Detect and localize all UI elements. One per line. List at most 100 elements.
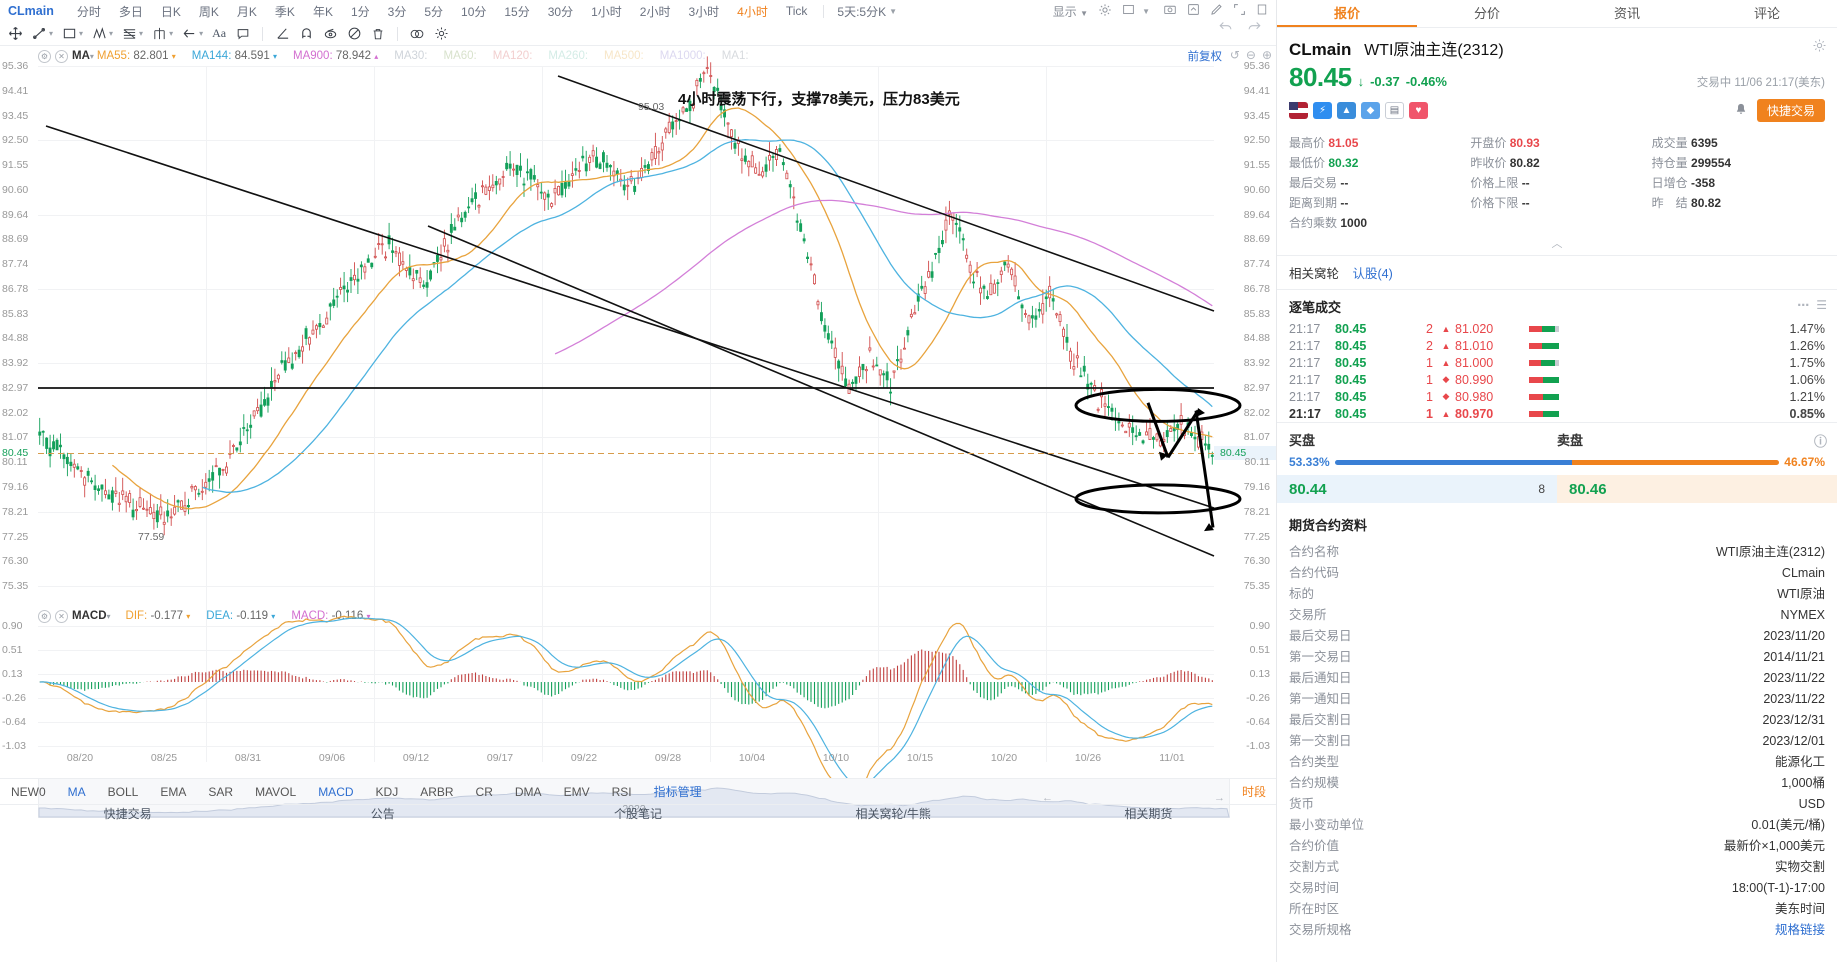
settings-gear-icon[interactable]	[430, 24, 452, 44]
indicator-tab-cr[interactable]: CR	[475, 784, 493, 799]
alert-bell-icon[interactable]	[1734, 102, 1748, 120]
indicator-tab-rsi[interactable]: RSI	[611, 784, 632, 799]
ma-legend-6[interactable]: MA260:	[548, 50, 589, 62]
indicator-tab-dma[interactable]: DMA	[514, 784, 542, 799]
eye-lock-icon[interactable]	[319, 24, 341, 44]
collapse-stats-chevron-icon[interactable]: ︿	[1551, 238, 1563, 250]
magnet-icon[interactable]	[295, 24, 317, 44]
adjust-type-button[interactable]: 前复权	[1187, 51, 1223, 63]
indicator-tab-arbr[interactable]: ARBR	[420, 784, 454, 799]
main-chart-area[interactable]: ⚙ ✕ MA ▾ MA55: 82.801 ▾ MA144: 84.591 ▾ MA…	[0, 46, 1276, 818]
angle-icon[interactable]	[271, 24, 293, 44]
bottom-nav-item[interactable]: 公告	[370, 807, 395, 821]
zoom-out-icon[interactable]: ⊖	[1245, 48, 1256, 62]
segment-button[interactable]: 时段	[1241, 785, 1266, 799]
quote-tab-报价[interactable]: 报价	[1277, 0, 1417, 27]
k-combo-select[interactable]: 5天:5分K	[837, 4, 887, 19]
ma-legend-4[interactable]: MA60:	[443, 50, 477, 62]
comment-icon[interactable]	[232, 24, 254, 44]
macd-settings-icon[interactable]: ⚙	[38, 609, 51, 623]
pitchfork-icon[interactable]	[148, 24, 170, 44]
expand-icon[interactable]	[1233, 3, 1246, 19]
more-options-icon[interactable]: ⋯	[1797, 298, 1810, 312]
period-15分[interactable]: 15分	[504, 4, 530, 19]
period-月K[interactable]: 月K	[236, 4, 257, 19]
tag-badge-icon[interactable]: ◆	[1361, 102, 1380, 119]
period-年K[interactable]: 年K	[312, 4, 333, 19]
heart-badge-icon[interactable]: ♥	[1409, 102, 1428, 119]
quote-settings-gear-icon[interactable]	[1812, 38, 1827, 56]
period-3小时[interactable]: 3小时	[688, 4, 720, 19]
gear-icon[interactable]	[1098, 3, 1112, 20]
level2-badge-icon[interactable]: ▲	[1337, 102, 1356, 119]
chevron-down-icon[interactable]: ▾	[199, 29, 204, 38]
indicator-tab-ma[interactable]: MA	[67, 784, 86, 799]
undo-icon[interactable]	[1218, 20, 1234, 37]
fibonacci-icon[interactable]	[118, 24, 140, 44]
arrow-icon[interactable]	[178, 24, 200, 44]
compare-icon[interactable]	[406, 24, 428, 44]
macd-close-icon[interactable]: ✕	[55, 609, 68, 623]
ma-legend-5[interactable]: MA120:	[492, 50, 533, 62]
display-menu[interactable]: 显示 ▼	[1052, 4, 1089, 19]
pencil-icon[interactable]	[1210, 3, 1223, 19]
period-10分[interactable]: 10分	[461, 4, 487, 19]
navigator-handle-right[interactable]: →	[1214, 792, 1225, 804]
candlestick-plot[interactable]: 4小时震荡下行，支撑78美元，压力83美元 95.03 77.59	[38, 56, 1242, 762]
related-warrant-link[interactable]: 认股(4)	[1352, 267, 1393, 281]
period-3分[interactable]: 3分	[387, 4, 407, 19]
chevron-down-icon[interactable]: ▾	[89, 51, 94, 61]
layout-icon[interactable]	[1122, 3, 1135, 19]
chevron-down-icon[interactable]: ▾	[106, 611, 111, 621]
period-季K[interactable]: 季K	[274, 4, 295, 19]
trend-line-icon[interactable]	[28, 24, 50, 44]
ma-legend-1[interactable]: MA144: 84.591 ▾	[191, 50, 278, 62]
rectangle-shape-icon[interactable]	[58, 24, 80, 44]
hide-drawings-icon[interactable]	[343, 24, 365, 44]
chevron-down-icon[interactable]: ▼	[1142, 6, 1150, 16]
wave-pattern-icon[interactable]	[88, 24, 110, 44]
ma-legend-3[interactable]: MA30:	[394, 50, 428, 62]
quote-tab-资讯[interactable]: 资讯	[1613, 6, 1640, 21]
period-周K[interactable]: 周K	[198, 4, 219, 19]
period-多日[interactable]: 多日	[118, 4, 143, 19]
indicator-tab-boll[interactable]: BOLL	[107, 784, 139, 799]
indicator-tab-new0[interactable]: NEW0	[11, 784, 46, 799]
indicator-tab-ema[interactable]: EMA	[160, 784, 187, 799]
list-view-icon[interactable]: ☰	[1816, 298, 1827, 312]
indicator-tab-macd[interactable]: MACD	[318, 784, 354, 799]
indicator-manager-button[interactable]: 指标管理	[653, 785, 702, 799]
info-icon[interactable]: ⓘ	[1813, 434, 1827, 449]
ma-legend-8[interactable]: MA1000:	[659, 50, 706, 62]
indicator-tab-mavol[interactable]: MAVOL	[255, 784, 297, 799]
period-30分[interactable]: 30分	[547, 4, 574, 19]
lightning-badge-icon[interactable]: ⚡	[1313, 102, 1332, 119]
chevron-down-icon[interactable]: ▾	[169, 29, 174, 38]
quote-tab-分价[interactable]: 分价	[1473, 6, 1500, 21]
fullscreen-icon[interactable]	[1256, 3, 1268, 19]
indicator-tab-sar[interactable]: SAR	[208, 784, 234, 799]
text-tool-icon[interactable]: Aa	[212, 26, 227, 40]
bottom-nav-item[interactable]: 快捷交易	[103, 807, 152, 821]
quote-tab-评论[interactable]: 评论	[1753, 6, 1780, 21]
bottom-nav-item[interactable]: 个股笔记	[614, 807, 663, 821]
indicator-tab-kdj[interactable]: KDJ	[375, 784, 399, 799]
chevron-down-icon[interactable]: ▾	[139, 29, 144, 38]
ma-legend-0[interactable]: MA55: 82.801 ▾	[96, 50, 176, 62]
note-badge-icon[interactable]: ▤	[1385, 102, 1404, 119]
period-2小时[interactable]: 2小时	[639, 4, 671, 19]
chevron-down-icon[interactable]: ▾	[109, 29, 114, 38]
period-4小时[interactable]: 4小时	[737, 4, 768, 19]
period-分时[interactable]: 分时	[76, 4, 101, 19]
period-1小时[interactable]: 1小时	[591, 4, 622, 19]
reset-zoom-icon[interactable]: ↺	[1229, 48, 1240, 62]
ask-cell[interactable]: 80.46	[1557, 475, 1837, 503]
indicator-tab-emv[interactable]: EMV	[563, 784, 590, 799]
trash-icon[interactable]	[367, 24, 389, 44]
period-5分[interactable]: 5分	[424, 4, 444, 19]
ma-legend-7[interactable]: MA500:	[604, 50, 644, 62]
crosshair-move-icon[interactable]	[4, 24, 26, 44]
chevron-down-icon[interactable]: ▾	[79, 29, 84, 38]
ma-legend-2[interactable]: MA900: 78.942 ▴	[293, 50, 379, 62]
redo-icon[interactable]	[1246, 20, 1262, 37]
